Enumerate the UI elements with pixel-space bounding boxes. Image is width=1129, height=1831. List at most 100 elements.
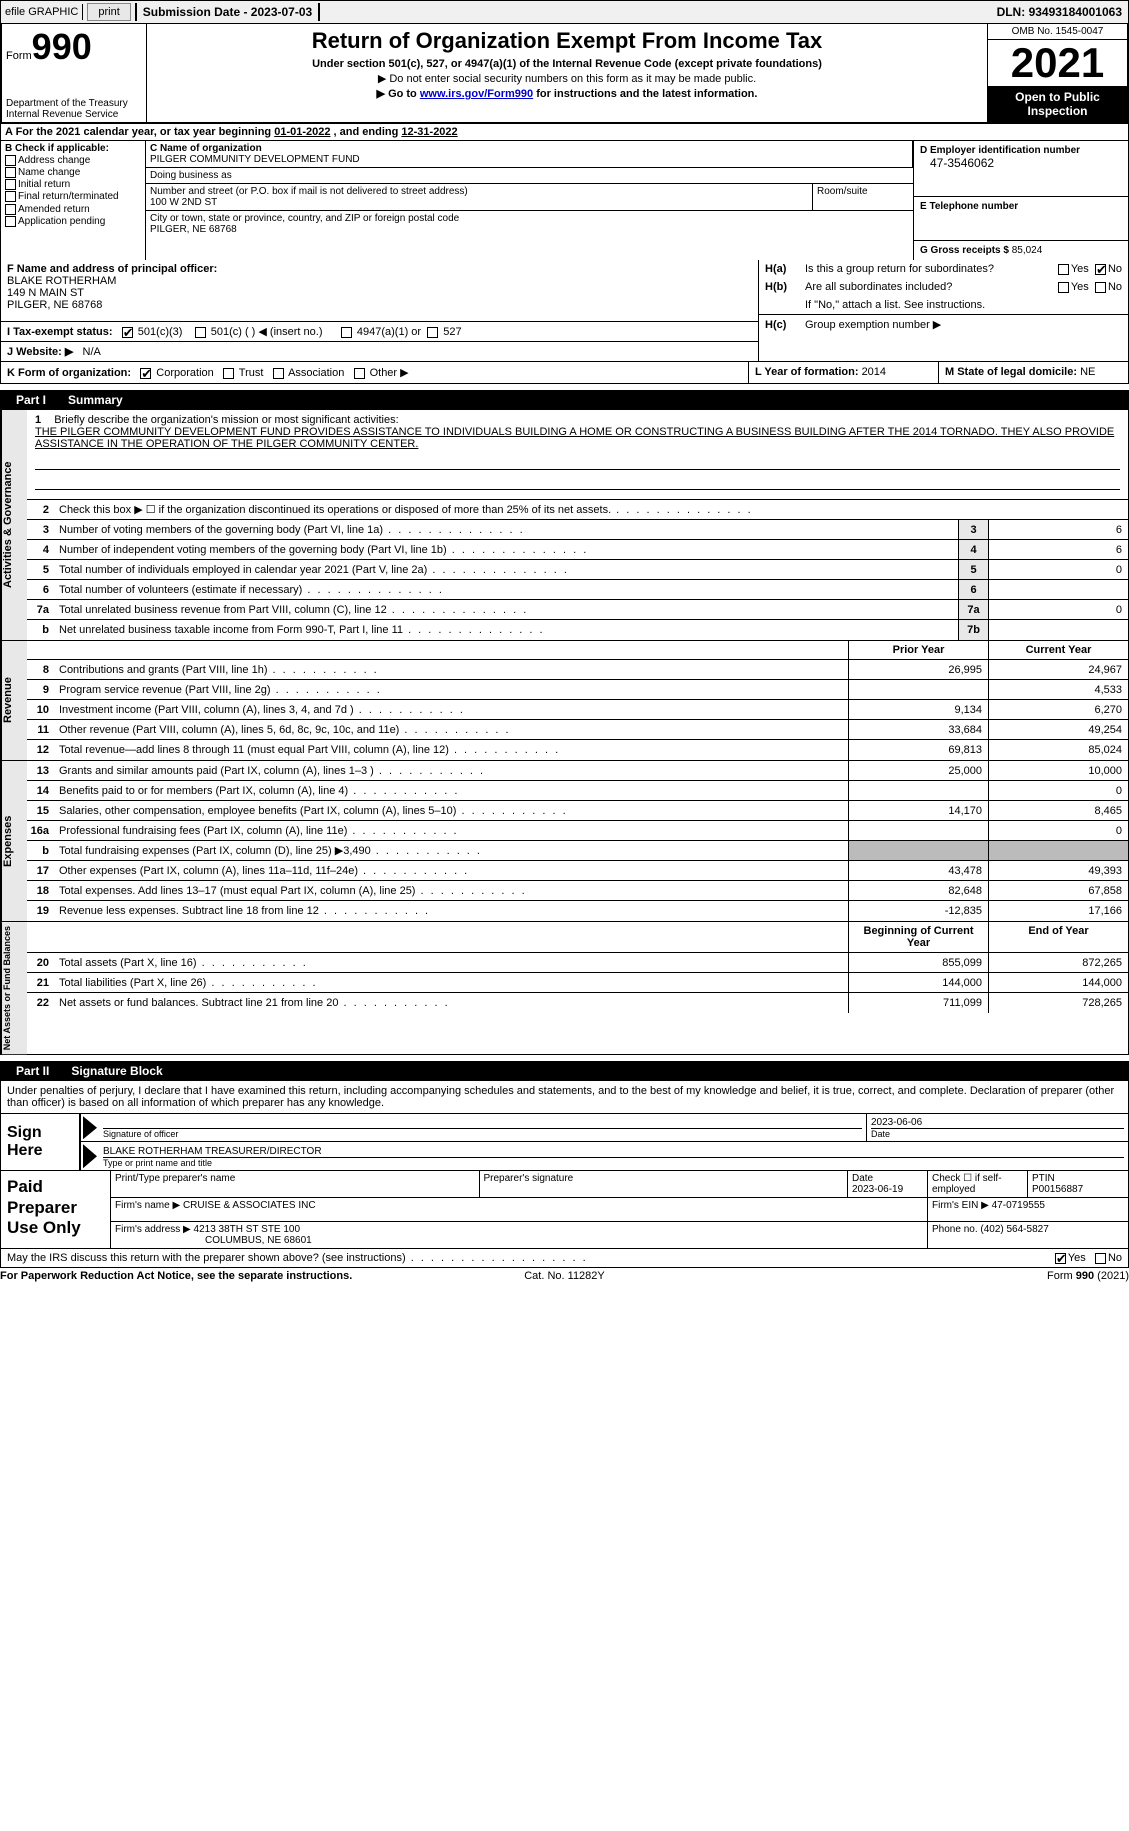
part1-revenue: Revenue Prior Year Current Year 8Contrib… <box>0 641 1129 761</box>
cb-527[interactable] <box>427 327 438 338</box>
line-3: 3Number of voting members of the governi… <box>27 520 1128 540</box>
cb-trust[interactable] <box>223 368 234 379</box>
irs-label: Internal Revenue Service <box>6 109 142 120</box>
cb-name-change[interactable]: Name change <box>5 167 141 178</box>
sig-date-value: 2023-06-06 <box>871 1117 1124 1128</box>
efile-label: efile GRAPHIC <box>1 4 83 20</box>
cb-hb-no[interactable] <box>1095 282 1106 293</box>
cb-address-change[interactable]: Address change <box>5 155 141 166</box>
line-21: 21Total liabilities (Part X, line 26)144… <box>27 973 1128 993</box>
row-i-tax-status: I Tax-exempt status: 501(c)(3) 501(c) ( … <box>1 322 758 342</box>
line-16a: 16aProfessional fundraising fees (Part I… <box>27 821 1128 841</box>
tax-year: 2021 <box>988 40 1127 86</box>
line-15: 15Salaries, other compensation, employee… <box>27 801 1128 821</box>
vlabel-expenses: Expenses <box>1 761 27 921</box>
sig-name-value: BLAKE ROTHERHAM TREASURER/DIRECTOR <box>103 1146 1124 1157</box>
line-2: 2Check this box ▶ ☐ if the organization … <box>27 500 1128 520</box>
dba-label: Doing business as <box>150 170 909 181</box>
header-right: OMB No. 1545-0047 2021 Open to Public In… <box>987 24 1127 122</box>
form-word: Form <box>6 50 32 62</box>
line-b: bNet unrelated business taxable income f… <box>27 620 1128 640</box>
org-name-label: C Name of organization <box>150 143 908 154</box>
row-j-website: J Website: ▶ N/A <box>1 342 758 361</box>
form-title: Return of Organization Exempt From Incom… <box>151 28 983 54</box>
street-value: 100 W 2ND ST <box>150 197 808 208</box>
line-b: bTotal fundraising expenses (Part IX, co… <box>27 841 1128 861</box>
subtitle-1: Under section 501(c), 527, or 4947(a)(1)… <box>151 58 983 70</box>
form-header: Form990 Department of the Treasury Inter… <box>0 24 1129 124</box>
line-11: 11Other revenue (Part VIII, column (A), … <box>27 720 1128 740</box>
cb-discuss-no[interactable] <box>1095 1253 1106 1264</box>
top-bar: efile GRAPHIC print Submission Date - 20… <box>0 0 1129 24</box>
submission-date: Submission Date - 2023-07-03 <box>135 3 320 21</box>
mission-text: THE PILGER COMMUNITY DEVELOPMENT FUND PR… <box>35 426 1120 450</box>
cb-4947[interactable] <box>341 327 352 338</box>
vlabel-netassets: Net Assets or Fund Balances <box>1 922 27 1054</box>
row-l-year-formation: L Year of formation: 2014 <box>748 362 938 383</box>
discuss-row: May the IRS discuss this return with the… <box>0 1249 1129 1268</box>
form-number: 990 <box>32 26 92 67</box>
row-a-tax-year: A For the 2021 calendar year, or tax yea… <box>0 124 1129 141</box>
paid-preparer-label: Paid Preparer Use Only <box>1 1171 111 1248</box>
cb-discuss-yes[interactable] <box>1055 1253 1066 1264</box>
part1-header: Part I Summary <box>0 390 1129 410</box>
row-m-state: M State of legal domicile: NE <box>938 362 1128 383</box>
cb-initial-return[interactable]: Initial return <box>5 179 141 190</box>
cb-application-pending[interactable]: Application pending <box>5 216 141 227</box>
cb-501c[interactable] <box>195 327 206 338</box>
print-button[interactable]: print <box>87 3 130 21</box>
officer-addr1: 149 N MAIN ST <box>7 287 752 299</box>
gross-value: 85,024 <box>1012 245 1043 256</box>
officer-name: BLAKE ROTHERHAM <box>7 275 752 287</box>
mission-block: 1 Briefly describe the organization's mi… <box>27 410 1128 500</box>
mid-grid: F Name and address of principal officer:… <box>0 260 1129 362</box>
line-12: 12Total revenue—add lines 8 through 11 (… <box>27 740 1128 760</box>
signature-intro: Under penalties of perjury, I declare th… <box>0 1081 1129 1114</box>
cb-other[interactable] <box>354 368 365 379</box>
line-10: 10Investment income (Part VIII, column (… <box>27 700 1128 720</box>
mid-left: F Name and address of principal officer:… <box>1 260 758 361</box>
dln: DLN: 93493184001063 <box>991 3 1128 21</box>
gross-label: G Gross receipts $ <box>920 245 1012 256</box>
open-inspection: Open to Public Inspection <box>988 86 1127 122</box>
header-center: Return of Organization Exempt From Incom… <box>147 24 987 122</box>
cb-ha-no[interactable] <box>1095 264 1106 275</box>
line-4: 4Number of independent voting members of… <box>27 540 1128 560</box>
page-footer: For Paperwork Reduction Act Notice, see … <box>0 1268 1129 1284</box>
arrow-icon <box>83 1116 97 1139</box>
arrow-icon <box>83 1144 97 1168</box>
street-label: Number and street (or P.O. box if mail i… <box>150 186 808 197</box>
ein-label: D Employer identification number <box>920 145 1122 156</box>
part1-netassets: Net Assets or Fund Balances Beginning of… <box>0 922 1129 1055</box>
line-18: 18Total expenses. Add lines 13–17 (must … <box>27 881 1128 901</box>
line-6: 6Total number of volunteers (estimate if… <box>27 580 1128 600</box>
line-17: 17Other expenses (Part IX, column (A), l… <box>27 861 1128 881</box>
cb-assoc[interactable] <box>273 368 284 379</box>
officer-addr2: PILGER, NE 68768 <box>7 299 752 311</box>
room-suite-label: Room/suite <box>813 184 913 210</box>
line-8: 8Contributions and grants (Part VIII, li… <box>27 660 1128 680</box>
line-19: 19Revenue less expenses. Subtract line 1… <box>27 901 1128 921</box>
city-value: PILGER, NE 68768 <box>150 224 909 235</box>
line-9: 9Program service revenue (Part VIII, lin… <box>27 680 1128 700</box>
cb-amended-return[interactable]: Amended return <box>5 204 141 215</box>
officer-label: F Name and address of principal officer: <box>7 263 752 275</box>
cb-hb-yes[interactable] <box>1058 282 1069 293</box>
box-b-checkboxes: B Check if applicable: Address change Na… <box>1 141 146 260</box>
irs-link[interactable]: www.irs.gov/Form990 <box>420 88 533 100</box>
part1-expenses: Expenses 13Grants and similar amounts pa… <box>0 761 1129 922</box>
row-klm: K Form of organization: Corporation Trus… <box>0 362 1129 384</box>
line-7a: 7aTotal unrelated business revenue from … <box>27 600 1128 620</box>
org-name: PILGER COMMUNITY DEVELOPMENT FUND <box>150 154 908 165</box>
cb-ha-yes[interactable] <box>1058 264 1069 275</box>
cb-corp[interactable] <box>140 368 151 379</box>
subtitle-2: ▶ Do not enter social security numbers o… <box>151 72 983 85</box>
part1-activities: Activities & Governance 1 Briefly descri… <box>0 410 1129 641</box>
cb-final-return[interactable]: Final return/terminated <box>5 191 141 202</box>
year-header-na: Beginning of Current Year End of Year <box>27 922 1128 953</box>
sig-officer-label: Signature of officer <box>103 1128 862 1139</box>
city-label: City or town, state or province, country… <box>150 213 909 224</box>
line-14: 14Benefits paid to or for members (Part … <box>27 781 1128 801</box>
cb-501c3[interactable] <box>122 327 133 338</box>
year-header-rev: Prior Year Current Year <box>27 641 1128 660</box>
